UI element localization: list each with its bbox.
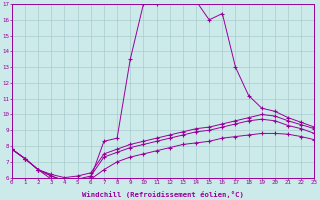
X-axis label: Windchill (Refroidissement éolien,°C): Windchill (Refroidissement éolien,°C): [82, 191, 244, 198]
